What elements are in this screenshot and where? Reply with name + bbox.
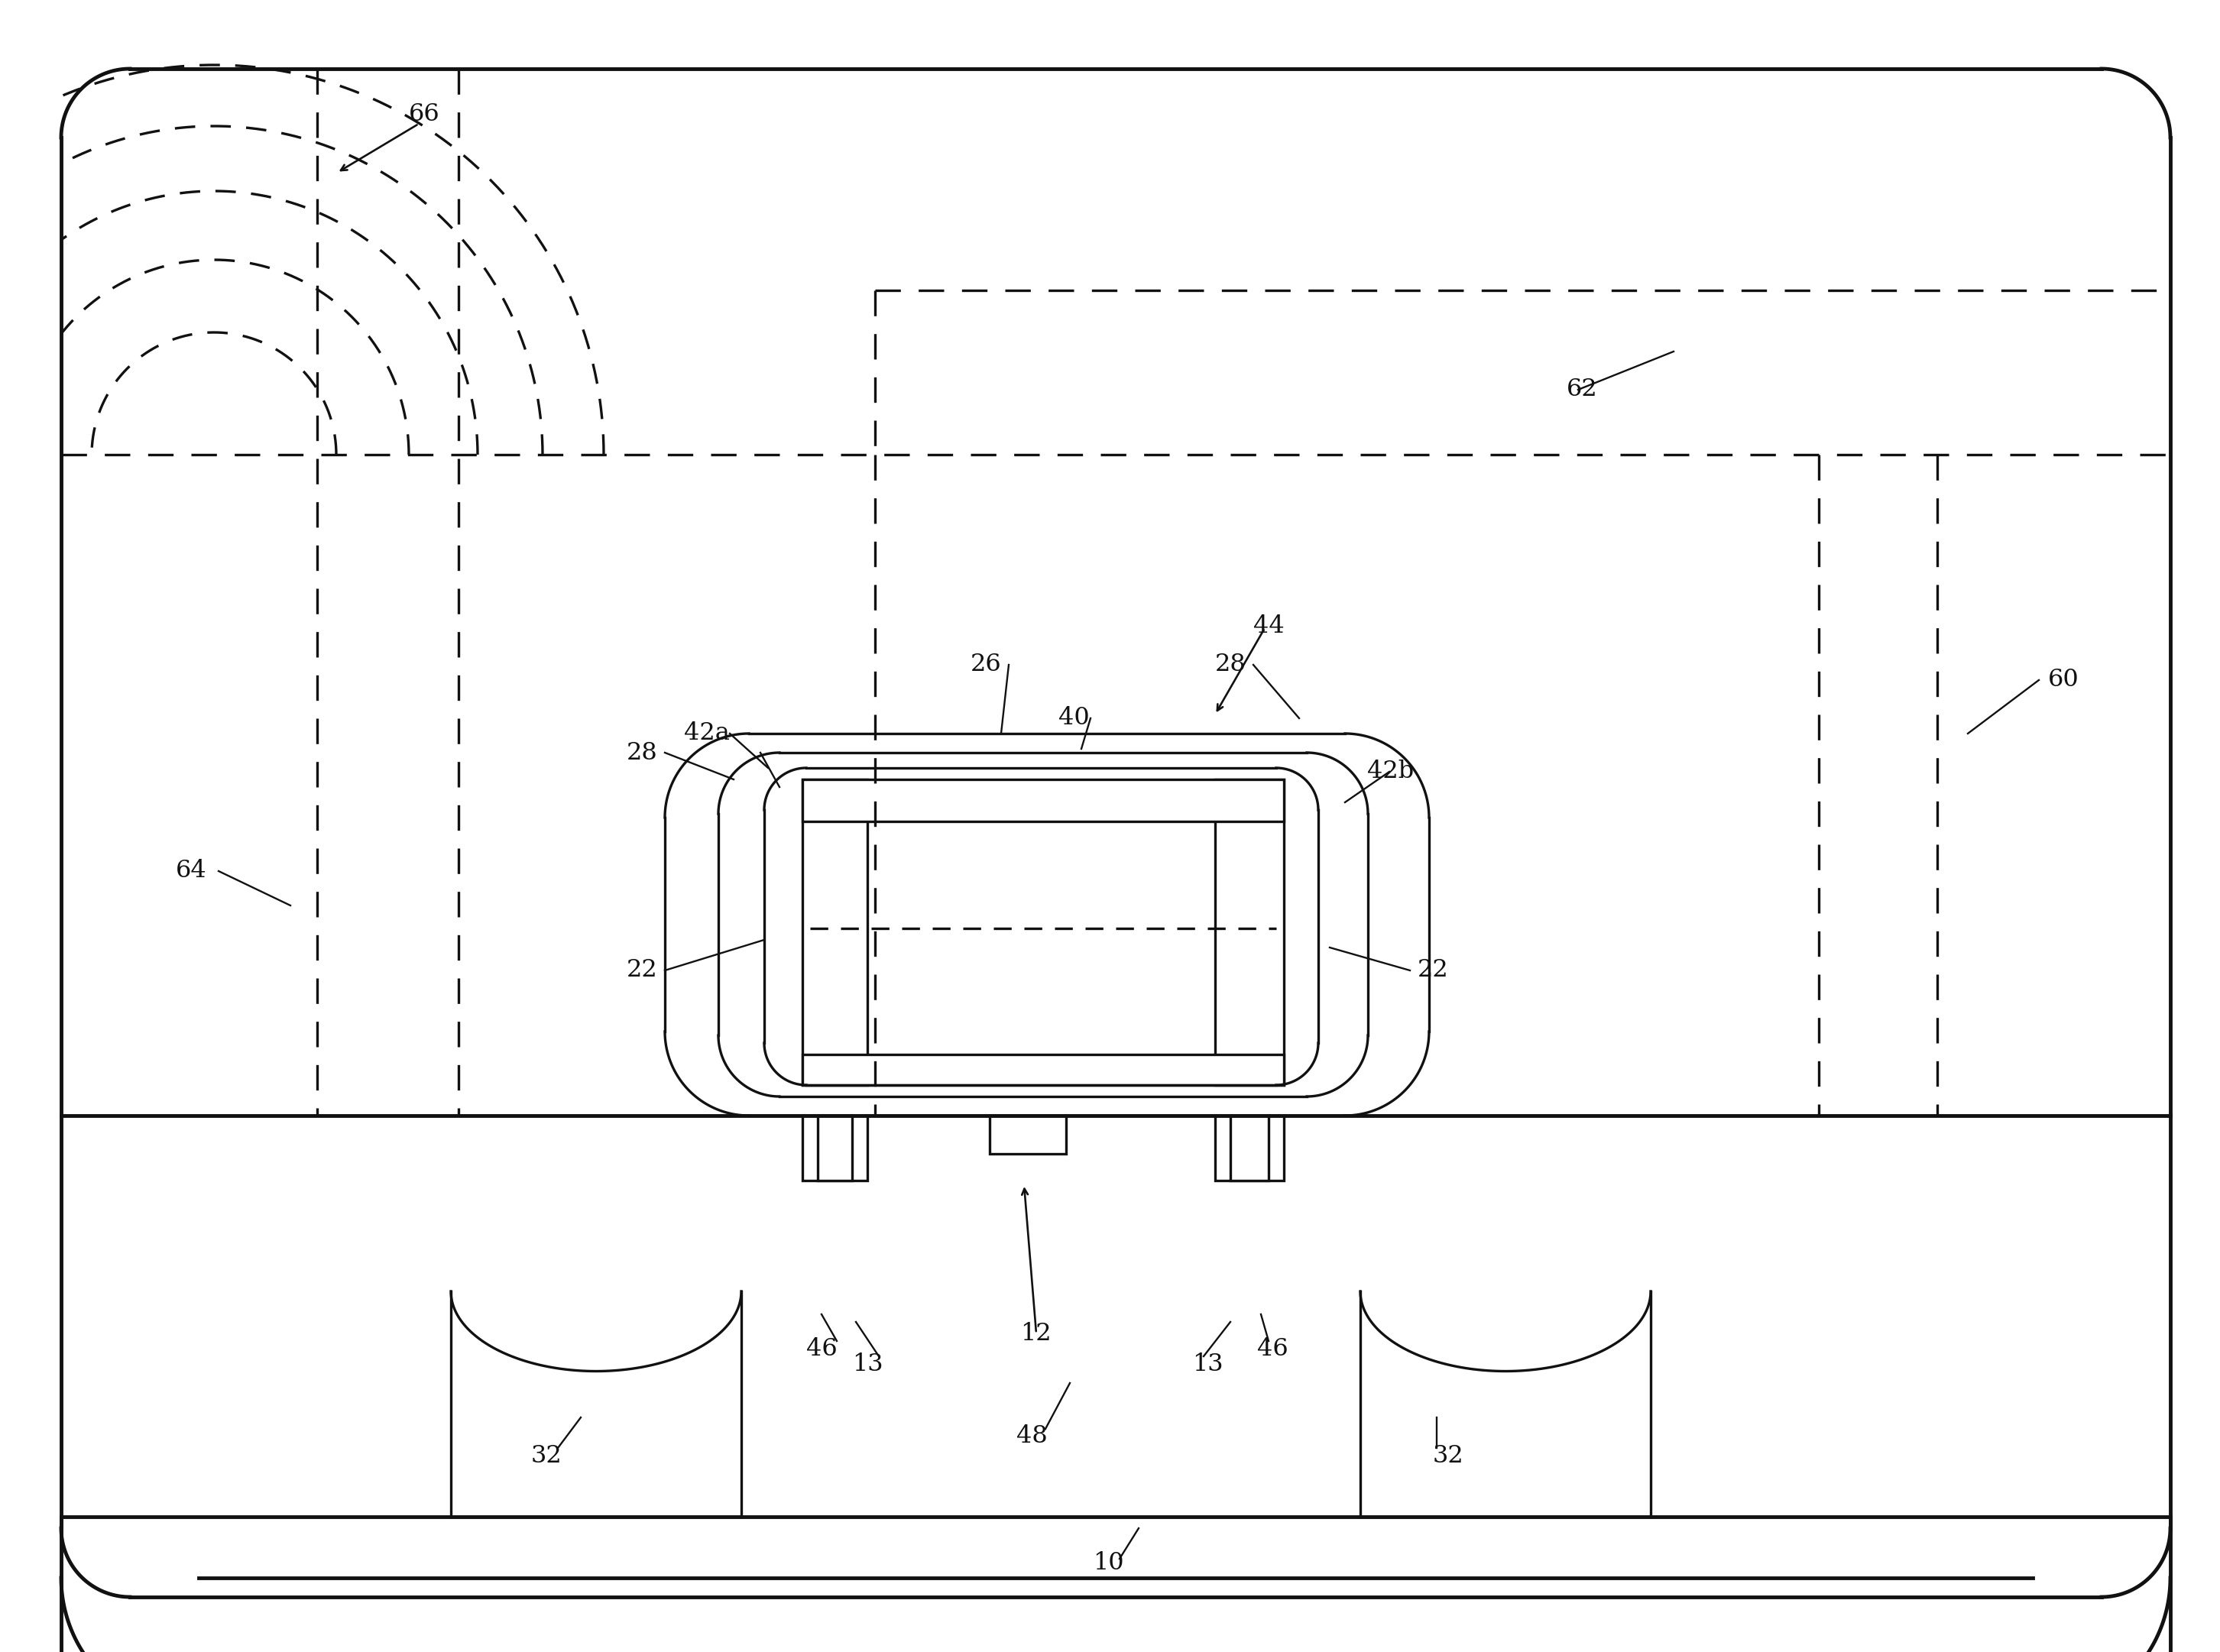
Text: 22: 22 xyxy=(1416,958,1447,983)
Text: 12: 12 xyxy=(1019,1322,1050,1345)
Text: 28: 28 xyxy=(1214,653,1245,677)
Text: 10: 10 xyxy=(1092,1551,1123,1574)
Text: 46: 46 xyxy=(806,1336,837,1361)
Bar xyxy=(817,1115,852,1181)
Bar xyxy=(801,1054,1283,1085)
Text: 32: 32 xyxy=(1432,1444,1463,1467)
Text: 22: 22 xyxy=(626,958,657,983)
Bar xyxy=(801,1115,868,1181)
Bar xyxy=(1214,1115,1283,1181)
Text: 44: 44 xyxy=(1252,615,1283,638)
Bar xyxy=(990,1115,1066,1153)
Text: 28: 28 xyxy=(626,740,657,765)
Text: 42b: 42b xyxy=(1368,760,1414,783)
Text: 42a: 42a xyxy=(684,722,730,745)
Text: 40: 40 xyxy=(1059,707,1090,730)
Bar xyxy=(1230,1115,1268,1181)
Text: 62: 62 xyxy=(1567,378,1598,401)
Bar xyxy=(1214,780,1283,1085)
Text: 48: 48 xyxy=(1017,1424,1048,1449)
Text: 60: 60 xyxy=(2047,667,2078,692)
Text: 64: 64 xyxy=(175,859,206,882)
Text: 32: 32 xyxy=(531,1444,562,1467)
Text: 26: 26 xyxy=(970,653,1001,677)
Bar xyxy=(801,780,1283,821)
Text: 13: 13 xyxy=(1192,1351,1223,1376)
Bar xyxy=(801,780,868,1085)
Text: 13: 13 xyxy=(852,1351,884,1376)
Text: 66: 66 xyxy=(408,102,440,127)
Text: 46: 46 xyxy=(1257,1336,1288,1361)
